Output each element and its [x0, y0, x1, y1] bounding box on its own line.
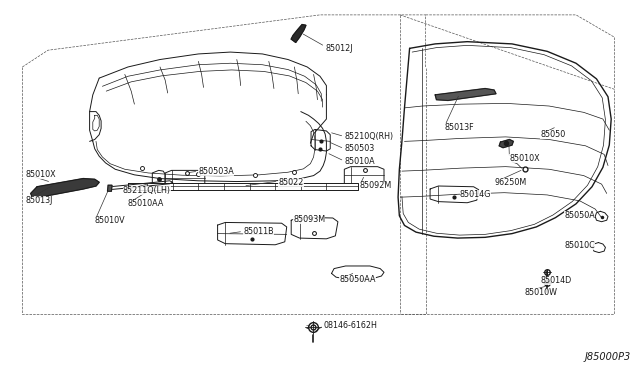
Text: 85010W: 85010W: [525, 288, 558, 296]
Text: 96250M: 96250M: [495, 178, 527, 187]
Text: 85010X: 85010X: [26, 170, 56, 179]
Text: 85093M: 85093M: [293, 215, 325, 224]
Text: 85010A: 85010A: [344, 157, 375, 166]
Text: 85092M: 85092M: [360, 182, 392, 190]
Polygon shape: [31, 179, 99, 197]
Text: 85050AA: 85050AA: [339, 275, 376, 284]
Text: 85022: 85022: [278, 178, 304, 187]
Polygon shape: [108, 185, 112, 191]
Text: 85011B: 85011B: [243, 227, 274, 236]
Text: 85010AA: 85010AA: [128, 199, 164, 208]
Text: 85010X: 85010X: [509, 154, 540, 163]
Text: 85010V: 85010V: [95, 217, 125, 225]
Text: 85013J: 85013J: [26, 196, 53, 205]
Text: 85014D: 85014D: [540, 276, 572, 285]
Text: 850503A: 850503A: [198, 167, 234, 176]
Text: 85050A: 85050A: [564, 211, 595, 220]
Text: 08146-6162H: 08146-6162H: [324, 321, 378, 330]
Text: 85050: 85050: [540, 130, 565, 139]
Text: 85211Q(LH): 85211Q(LH): [123, 186, 171, 195]
Text: 850503: 850503: [344, 144, 374, 153]
Text: J85000P3: J85000P3: [584, 352, 630, 362]
Text: 85210Q(RH): 85210Q(RH): [344, 132, 394, 141]
Polygon shape: [435, 89, 496, 100]
Polygon shape: [291, 25, 306, 42]
Text: 85012J: 85012J: [325, 44, 353, 53]
Text: 85010C: 85010C: [564, 241, 595, 250]
Polygon shape: [499, 140, 513, 148]
Text: 85013F: 85013F: [444, 123, 474, 132]
Text: 85014G: 85014G: [460, 190, 491, 199]
Text: 2: 2: [306, 325, 310, 330]
